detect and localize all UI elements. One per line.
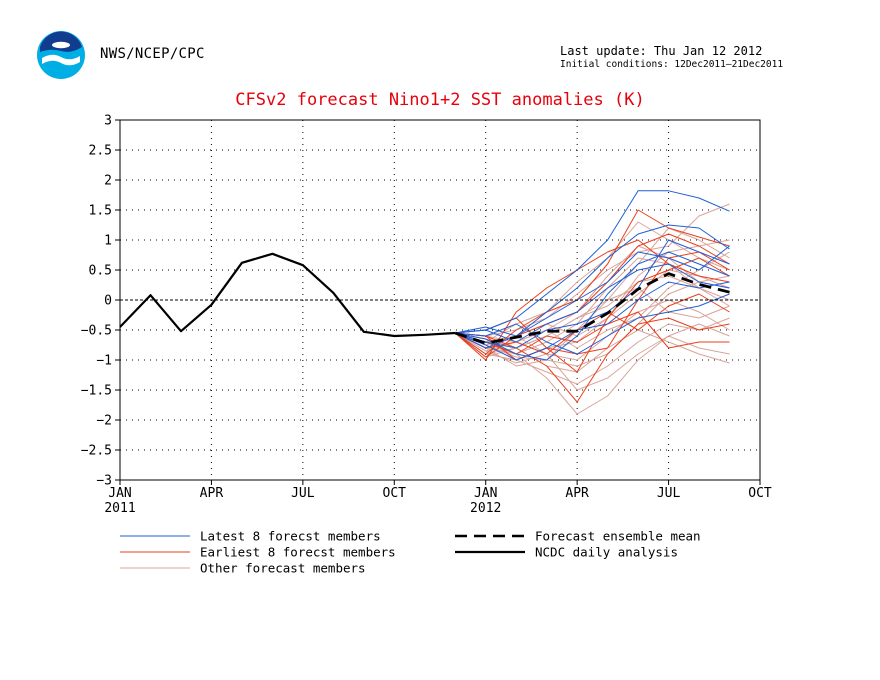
latest-member-line <box>455 224 730 337</box>
other-member-line <box>455 317 730 385</box>
other-members <box>454 203 730 415</box>
legend-label-earliest: Earliest 8 forecst members <box>200 545 396 560</box>
legend-label-other: Other forecast members <box>200 561 366 576</box>
other-member-line <box>454 239 730 361</box>
earliest-member-line <box>455 251 730 361</box>
y-tick-label: 2 <box>104 174 112 189</box>
x-tick-label: JAN <box>108 486 131 501</box>
latest-member-line <box>455 293 730 355</box>
legend-label-mean: Forecast ensemble mean <box>535 529 701 544</box>
x-tick-year-label: 2012 <box>470 501 501 516</box>
legend-label-latest: Latest 8 forecst members <box>200 529 381 544</box>
x-tick-year-label: 2011 <box>104 501 135 516</box>
latest-member-line <box>455 190 730 334</box>
x-tick-label: JUL <box>291 486 315 501</box>
y-tick-label: 0.5 <box>89 264 112 279</box>
noaa-logo <box>36 30 86 80</box>
analysis-series <box>119 252 456 338</box>
ensemble-mean-line <box>454 272 730 345</box>
ensemble-mean-series <box>454 272 730 345</box>
latest-members <box>454 190 730 361</box>
y-tick-label: −2.5 <box>81 444 112 459</box>
x-tick-label: JUL <box>657 486 681 501</box>
x-tick-label: OCT <box>748 486 772 501</box>
legend-label-analysis: NCDC daily analysis <box>535 545 678 560</box>
y-tick-label: −1 <box>96 354 112 369</box>
other-member-line <box>455 287 730 349</box>
y-tick-label: −0.5 <box>81 324 112 339</box>
other-member-line <box>455 275 730 367</box>
latest-member-line <box>455 281 730 361</box>
y-tick-label: 2.5 <box>89 144 112 159</box>
x-tick-label: APR <box>565 486 589 501</box>
x-tick-label: APR <box>200 486 224 501</box>
x-tick-label: OCT <box>383 486 407 501</box>
y-tick-label: 0 <box>104 294 112 309</box>
y-tick-label: −1.5 <box>81 384 112 399</box>
latest-member-line <box>454 245 730 349</box>
latest-member-line <box>455 239 730 349</box>
axes: 32.521.510.50−0.5−1−1.5−2−2.5−3JAN2011AP… <box>81 114 772 517</box>
agency-label: NWS/NCEP/CPC <box>100 46 205 62</box>
y-tick-label: −2 <box>96 414 112 429</box>
analysis-line <box>119 252 456 338</box>
x-tick-label: JAN <box>474 486 497 501</box>
last-update-label: Last update: Thu Jan 12 2012 <box>560 44 763 58</box>
initial-conditions-label: Initial conditions: 12Dec2011–21Dec2011 <box>560 59 784 70</box>
y-tick-label: −3 <box>96 474 112 489</box>
y-tick-label: 1 <box>104 234 112 249</box>
latest-member-line <box>455 251 730 361</box>
y-tick-label: 1.5 <box>89 204 112 219</box>
chart-title: CFSv2 forecast Nino1+2 SST anomalies (K) <box>235 90 645 110</box>
y-tick-label: 3 <box>104 114 112 129</box>
